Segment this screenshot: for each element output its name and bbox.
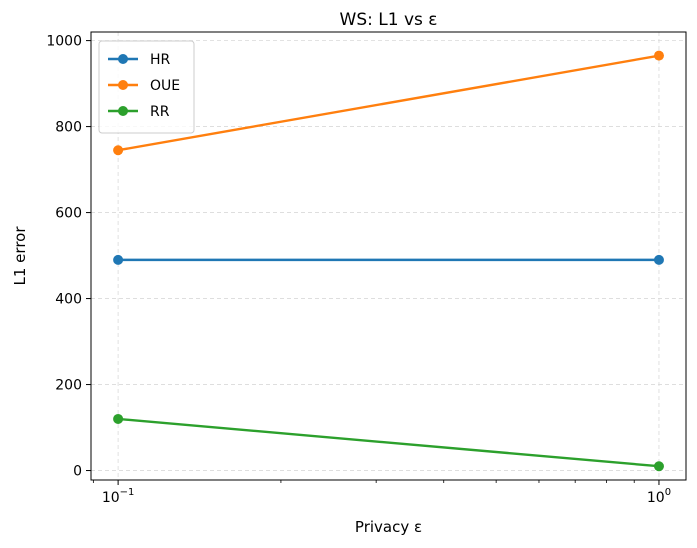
data-point-rr	[113, 413, 124, 424]
y-tick-label: 0	[73, 464, 82, 480]
x-tick-label-exponent: −1	[120, 487, 135, 498]
legend-label: OUE	[150, 78, 180, 94]
data-point-rr	[653, 461, 664, 472]
data-point-oue	[113, 145, 124, 156]
data-point-oue	[653, 50, 664, 61]
series-line-rr	[118, 417, 660, 468]
data-point-hr	[113, 254, 124, 265]
x-axis-label: Privacy ε	[355, 518, 422, 536]
y-tick-label: 1000	[46, 34, 82, 50]
y-tick-label: 800	[55, 120, 82, 136]
x-tick-label: 100	[647, 487, 671, 506]
x-tick-label-base: 10	[647, 490, 665, 506]
y-tick-label: 200	[55, 378, 82, 394]
legend-swatch-marker	[118, 80, 128, 90]
y-axis-label: L1 error	[11, 226, 29, 286]
legend-swatch-marker	[118, 54, 128, 64]
series-line-oue	[117, 54, 660, 152]
x-tick-label-exponent: 0	[665, 487, 671, 498]
y-tick-label: 600	[55, 206, 82, 222]
series-layer	[113, 50, 664, 472]
legend-label: RR	[150, 104, 170, 120]
data-point-hr	[653, 254, 664, 265]
legend-label: HR	[150, 52, 171, 68]
legend: HR OUE RR	[98, 40, 195, 134]
y-tick-label: 400	[55, 292, 82, 308]
x-tick-label-base: 10	[102, 490, 120, 506]
x-tick-label: 10−1	[102, 487, 135, 506]
chart-title: WS: L1 vs ε	[340, 10, 438, 30]
plot-frame	[90, 31, 687, 481]
legend-swatch-marker	[118, 106, 128, 116]
